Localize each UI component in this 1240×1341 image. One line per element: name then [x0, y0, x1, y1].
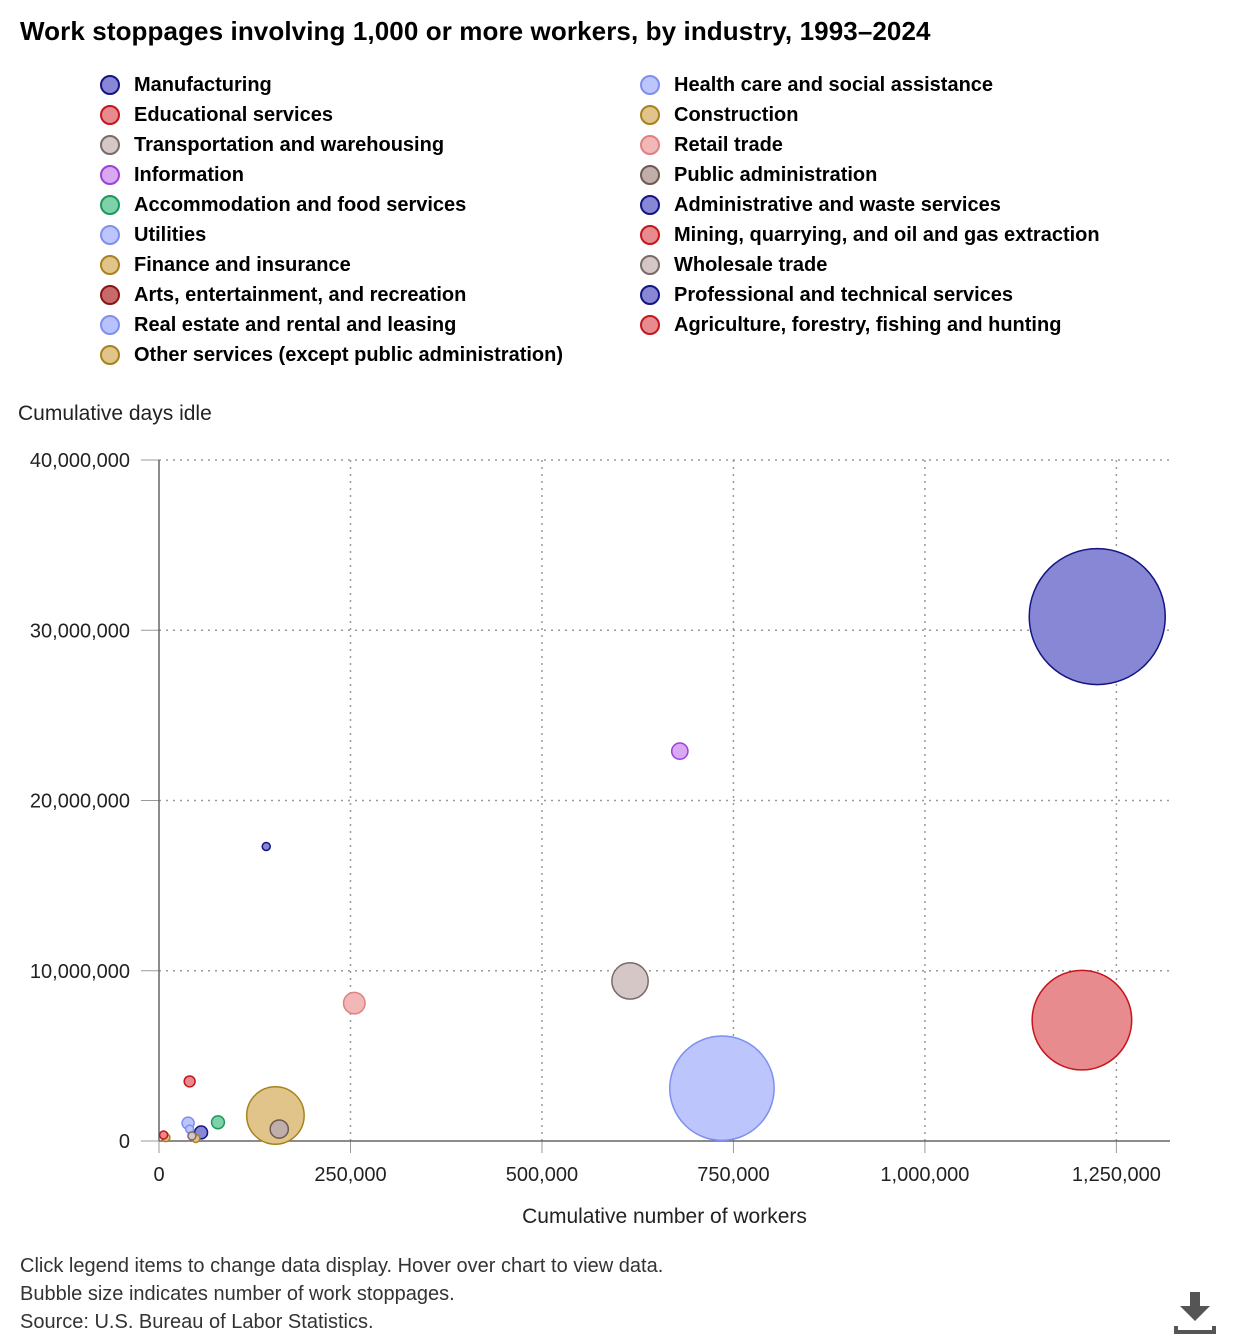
legend-label: Real estate and rental and leasing [134, 313, 457, 336]
bubble[interactable]: Professional and technical services [261, 841, 271, 852]
x-tick-label: 1,000,000 [880, 1164, 969, 1186]
legend-item[interactable]: Accommodation and food services [100, 190, 466, 220]
legend-label: Mining, quarrying, and oil and gas extra… [674, 223, 1100, 246]
x-tick-label: 500,000 [506, 1164, 578, 1186]
legend-item[interactable]: Manufacturing [100, 70, 272, 100]
legend-marker [640, 285, 660, 305]
legend-item[interactable]: Information [100, 160, 244, 190]
legend-label: Transportation and warehousing [134, 133, 445, 156]
legend-item[interactable]: Finance and insurance [100, 250, 351, 280]
legend-label: Utilities [134, 223, 207, 246]
legend-item[interactable]: Administrative and waste services [640, 190, 1001, 220]
legend-label: Information [134, 163, 244, 186]
legend-marker [100, 285, 120, 305]
legend-item[interactable]: Other services (except public administra… [100, 340, 563, 370]
legend-label: Educational services [134, 103, 333, 126]
y-tick-label: 0 [119, 1131, 130, 1153]
x-tick-label: 750,000 [697, 1164, 769, 1186]
legend-label: Public administration [674, 163, 878, 186]
bubble[interactable]: Mining, quarrying, and oil and gas extra… [183, 1075, 196, 1088]
legend-item[interactable]: Transportation and warehousing [100, 130, 444, 160]
legend-marker [640, 195, 660, 215]
legend-marker [100, 195, 120, 215]
chart-notes: Click legend items to change data displa… [20, 1252, 663, 1336]
legend-marker [100, 225, 120, 245]
legend-marker [100, 165, 120, 185]
x-axis-title: Cumulative number of workers [522, 1205, 807, 1228]
download-button[interactable] [1172, 1290, 1218, 1336]
bubble[interactable]: Retail trade [342, 991, 366, 1015]
legend-label: Other services (except public administra… [134, 343, 564, 366]
bubble[interactable]: Manufacturing [1028, 547, 1166, 686]
legend-item[interactable]: Real estate and rental and leasing [100, 310, 456, 340]
legend-label: Manufacturing [134, 73, 272, 96]
bubble[interactable]: Information [670, 742, 689, 761]
bubble[interactable]: Health care and social assistance [668, 1035, 775, 1142]
legend-marker [640, 255, 660, 275]
bubble[interactable]: Accommodation and food services [210, 1115, 226, 1130]
legend-marker [100, 75, 120, 95]
legend-marker [640, 225, 660, 245]
legend-item[interactable]: Mining, quarrying, and oil and gas extra… [640, 220, 1100, 250]
bubble[interactable]: Wholesale trade [187, 1131, 197, 1141]
y-tick-label: 20,000,000 [30, 791, 130, 813]
legend-label: Wholesale trade [674, 253, 828, 276]
legend-label: Finance and insurance [134, 253, 351, 276]
x-tick-label: 250,000 [314, 1164, 386, 1186]
legend-label: Retail trade [674, 133, 783, 156]
legend-marker [640, 75, 660, 95]
legend-item[interactable]: Retail trade [640, 130, 783, 160]
legend-marker [640, 105, 660, 125]
download-icon [1174, 1292, 1216, 1334]
bubble[interactable]: Agriculture, forestry, fishing and hunti… [158, 1130, 169, 1140]
y-axis-title: Cumulative days idle [18, 402, 212, 425]
legend-label: Agriculture, forestry, fishing and hunti… [674, 313, 1062, 336]
legend-item[interactable]: Educational services [100, 100, 333, 130]
legend-label: Administrative and waste services [674, 193, 1001, 216]
legend-item[interactable]: Construction [640, 100, 798, 130]
legend-label: Health care and social assistance [674, 73, 994, 96]
bubble[interactable]: Transportation and warehousing [611, 962, 649, 1000]
legend-item[interactable]: Agriculture, forestry, fishing and hunti… [640, 310, 1061, 340]
bubble[interactable]: Construction [245, 1085, 305, 1145]
legend-item[interactable]: Wholesale trade [640, 250, 827, 280]
legend-label: Construction [674, 103, 799, 126]
note-source: Source: U.S. Bureau of Labor Statistics. [20, 1311, 374, 1333]
y-tick-label: 10,000,000 [30, 961, 130, 983]
bubble[interactable]: Public administration [269, 1119, 290, 1139]
note-interaction: Click legend items to change data displa… [20, 1255, 664, 1277]
x-tick-label: 0 [153, 1164, 164, 1186]
note-bubble-size: Bubble size indicates number of work sto… [20, 1283, 455, 1305]
legend-item[interactable]: Professional and technical services [640, 280, 1013, 310]
legend-label: Professional and technical services [674, 283, 1014, 306]
chart-title: Work stoppages involving 1,000 or more w… [20, 16, 931, 46]
legend-marker [640, 165, 660, 185]
legend-marker [100, 345, 120, 365]
legend-item[interactable]: Utilities [100, 220, 206, 250]
legend-item[interactable]: Arts, entertainment, and recreation [100, 280, 466, 310]
legend-label: Accommodation and food services [134, 193, 467, 216]
legend-marker [640, 135, 660, 155]
legend-marker [100, 135, 120, 155]
legend-item[interactable]: Public administration [640, 160, 877, 190]
legend-marker [100, 315, 120, 335]
legend-marker [100, 105, 120, 125]
y-tick-label: 40,000,000 [30, 450, 130, 472]
y-tick-label: 30,000,000 [30, 620, 130, 642]
legend-marker [640, 315, 660, 335]
bubble-chart[interactable]: Cumulative days idle 0 10,000,000 20,000,00… [0, 390, 1240, 1240]
bubble[interactable]: Educational services [1031, 969, 1133, 1071]
legend-item[interactable]: Health care and social assistance [640, 70, 993, 100]
legend-marker [100, 255, 120, 275]
x-tick-label: 1,250,000 [1072, 1164, 1161, 1186]
legend-label: Arts, entertainment, and recreation [134, 283, 467, 306]
